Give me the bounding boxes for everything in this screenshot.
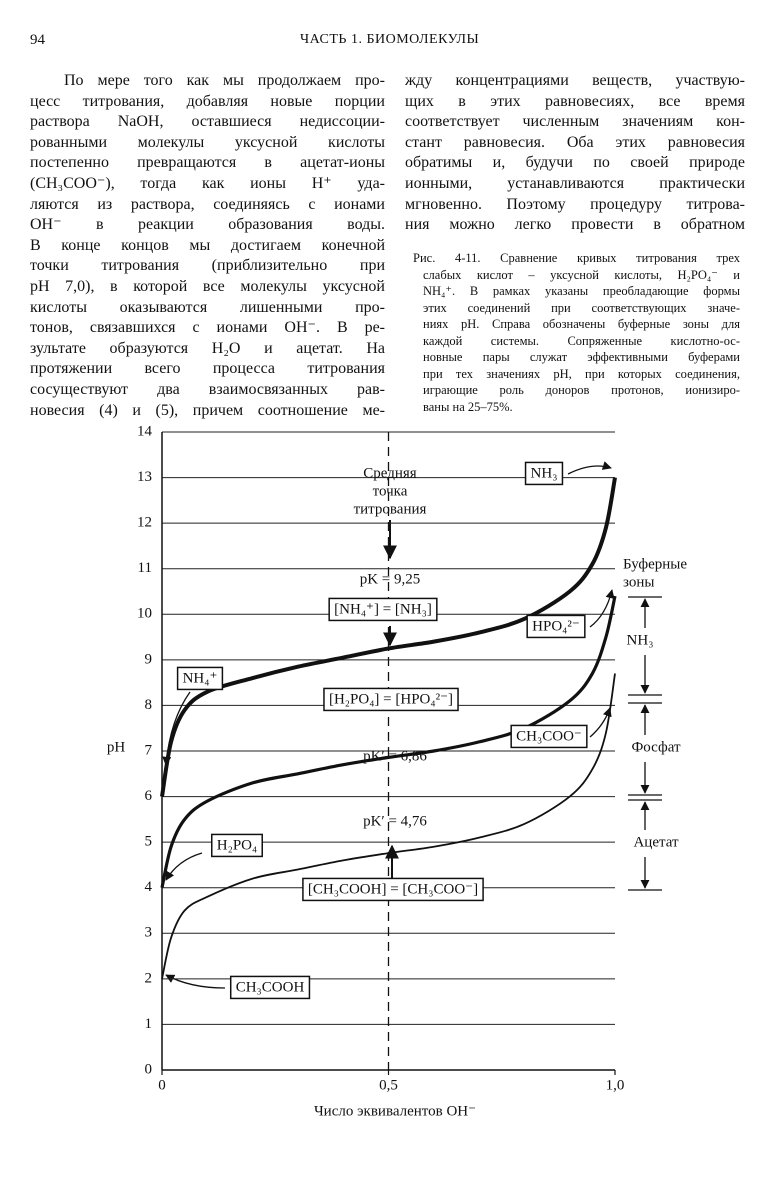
y-tick-label: 3 <box>145 925 153 941</box>
text-line: тонов, связавшихся с ионами OH⁻. В ре- <box>30 319 385 337</box>
y-tick-label: 9 <box>145 651 153 667</box>
x-axis-label: Число эквивалентов OH⁻ <box>314 1103 476 1119</box>
y-tick-label: 10 <box>137 606 152 622</box>
text-line: раствора NaOH, оставшиеся недиссоции- <box>30 113 385 131</box>
text-line: (CH₃COO⁻), тогда как ионы H⁺ уда- <box>30 175 385 192</box>
annotation: Ацетат <box>633 834 679 850</box>
label-box-text: NH₃ <box>531 465 558 481</box>
y-tick-label: 4 <box>145 879 153 895</box>
text-line: OH⁻ в реакции образования воды. <box>30 216 385 234</box>
text-line: щих в этих равновесиях, все время <box>405 92 745 110</box>
label-box <box>510 724 588 749</box>
text-line: мгновенно. Поэтому процедуру титрова- <box>405 195 745 213</box>
titration-curve <box>160 477 617 797</box>
label-box-text: CH₃COO⁻ <box>516 728 582 744</box>
y-tick-label: 5 <box>145 834 153 850</box>
text-line: ниях pH. Справа обозначены буферные зоны… <box>423 317 740 331</box>
y-tick-label: 11 <box>138 560 152 576</box>
annotation: pK = 9,25 <box>360 571 421 587</box>
text-line: Рис. 4-11. Сравнение кривых титрования т… <box>413 251 740 265</box>
text-line: новные пары служат эффективными буферами <box>423 350 740 364</box>
text-line: жду концентрациями веществ, участвую- <box>405 72 745 89</box>
x-tick-label: 0 <box>158 1077 166 1093</box>
text-line: слабых кислот – уксусной кислоты, H₂PO₄⁻… <box>423 267 740 282</box>
y-axis-label: pH <box>107 739 126 755</box>
y-tick-label: 12 <box>137 515 152 531</box>
text-line: В конце концов мы достигаем конечной <box>30 236 385 254</box>
y-tick-label: 8 <box>145 697 153 713</box>
annotation: зоны <box>623 574 654 590</box>
label-box <box>229 975 311 1000</box>
arrow <box>567 461 612 475</box>
page-number: 94 <box>30 32 45 48</box>
label-box <box>302 877 484 902</box>
y-tick-label: 7 <box>145 742 153 758</box>
y-tick-label: 2 <box>145 970 153 986</box>
text-line: новесия (4) и (5), причем соотношение ме… <box>30 401 385 419</box>
label-box <box>328 597 438 622</box>
text-line: сосуществуют два взаимосвязанных рав- <box>30 381 385 398</box>
annotation: точка <box>373 483 408 499</box>
label-box-text: [H₂PO₄] = [HPO₄²⁻] <box>329 691 453 707</box>
annotation: pK′ = 4,76 <box>363 813 427 829</box>
text-line: точки титрования (приблизительно при <box>30 257 385 275</box>
text-line: рованными молекулы уксусной кислоты <box>30 133 385 151</box>
text-line: цесс титрования, добавляя новые порции <box>30 92 385 110</box>
y-tick-label: 1 <box>145 1016 153 1032</box>
annotation: титрования <box>354 501 427 517</box>
text-line: ионными, устанавливаются практически <box>405 175 745 192</box>
text-line: соответствует численным значениям кон- <box>405 113 745 131</box>
y-tick-label: 14 <box>137 423 153 439</box>
text-line: протяжении всего процесса титрования <box>30 360 385 378</box>
y-tick-label: 13 <box>137 469 152 485</box>
label-box <box>323 687 459 712</box>
label-box-text: [CH₃COOH] = [CH₃COO⁻] <box>308 881 478 897</box>
label-box-text: [NH₄⁺] = [NH₃] <box>334 601 432 617</box>
annotation: pK′ = 6,86 <box>363 748 427 764</box>
text-line: ваны на 25–75%. <box>423 399 513 414</box>
text-line: обратимы и, будучи по своей природе <box>405 154 745 172</box>
label-box-text: H₂PO₄ <box>217 837 257 853</box>
text-line: кислоты оказываются лишенными про- <box>30 298 385 316</box>
text-line: постепенно превращаются в ацетат-ионы <box>30 154 385 172</box>
titration-curve <box>160 595 617 889</box>
label-box <box>211 833 263 858</box>
label-box <box>524 461 564 486</box>
annotation: Фосфат <box>631 739 681 755</box>
annotation: Буферные <box>623 556 687 572</box>
arrow <box>589 589 615 628</box>
annotation: NH₃ <box>627 632 654 648</box>
text-line: ния можно легко провести в обратном <box>405 216 745 234</box>
annotation: Средняя <box>363 465 417 481</box>
titration-curve <box>161 673 616 980</box>
label-box-text: CH₃COOH <box>236 979 305 995</box>
text-line: pH 7,0), в которой все молекулы уксусной <box>30 278 385 295</box>
text-line: играющие роль доноров протонов, ионизиро… <box>423 383 740 397</box>
text-line: зультате образуются H₂O и ацетат. На <box>30 339 385 357</box>
label-box-text: NH₄⁺ <box>183 670 218 686</box>
y-tick-label: 0 <box>145 1061 153 1077</box>
y-tick-label: 6 <box>145 788 153 804</box>
label-box <box>176 666 224 691</box>
arrow <box>165 852 203 881</box>
x-tick-label: 0,5 <box>379 1077 398 1093</box>
pointers <box>162 461 662 989</box>
running-title: ЧАСТЬ 1. БИОМОЛЕКУЛЫ <box>300 32 480 47</box>
text-line: этих соединений при соответствующих знач… <box>423 300 740 315</box>
label-box <box>526 614 586 639</box>
text-line: при тех значениях pH, при которых соедин… <box>423 366 740 381</box>
label-box-text: HPO₄²⁻ <box>532 618 580 634</box>
text-line: ляются из раствора, соединяясь с ионами <box>30 195 385 213</box>
text-line: каждой системы. Сопряженные кислотно-ос- <box>423 333 740 348</box>
x-tick-label: 1,0 <box>606 1077 625 1093</box>
text-line: NH₄⁺. В рамках указаны преобладающие фор… <box>423 284 740 298</box>
arrow <box>589 707 612 738</box>
text-line: По мере того как мы продолжаем про- <box>64 72 385 89</box>
text-line: стант равновесия. Оба этих равновесия <box>405 133 745 151</box>
arrow <box>165 974 226 989</box>
